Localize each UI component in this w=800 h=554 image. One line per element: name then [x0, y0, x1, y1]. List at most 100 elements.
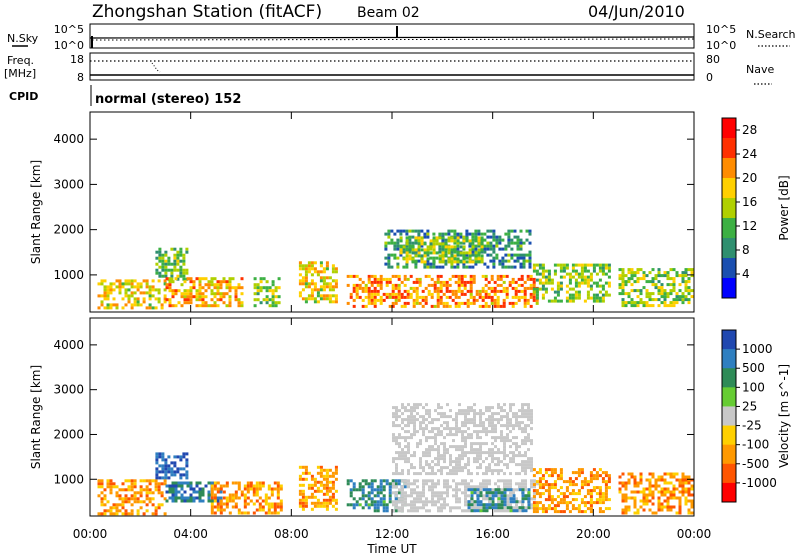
scatter-cell — [485, 406, 488, 410]
scatter-cell — [455, 469, 458, 473]
scatter-cell — [657, 292, 661, 296]
scatter-cell — [298, 267, 302, 271]
scatter-cell — [222, 502, 226, 506]
scatter-cell — [301, 483, 305, 487]
scatter-cell — [346, 274, 350, 278]
scatter-cell — [173, 455, 177, 459]
scatter-cell — [435, 265, 439, 269]
scatter-cell — [601, 471, 605, 475]
scatter-cell — [392, 415, 395, 419]
scatter-cell — [448, 304, 452, 308]
scatter-cell — [455, 427, 458, 431]
scatter-cell — [527, 497, 531, 501]
scatter-cell — [500, 436, 503, 440]
scatter-cell — [334, 489, 338, 493]
scatter-cell — [630, 277, 634, 281]
scatter-cell — [413, 503, 416, 507]
scatter-cell — [524, 415, 527, 419]
scatter-cell — [439, 283, 443, 287]
scatter-cell — [173, 265, 177, 269]
scatter-cell — [464, 436, 467, 440]
scatter-cell — [489, 247, 493, 251]
scatter-cell — [430, 292, 434, 296]
scatter-cell — [498, 238, 502, 242]
scatter-region — [165, 277, 244, 308]
scatter-cell — [401, 418, 404, 422]
scatter-cell — [446, 479, 449, 483]
scatter-cell — [687, 487, 691, 491]
scatter-cell — [469, 280, 473, 284]
y-axis-title: Slant Range [km] — [29, 160, 43, 264]
scatter-cell — [565, 486, 569, 490]
scatter-cell — [417, 242, 421, 246]
scatter-cell — [373, 494, 377, 498]
scatter-cell — [399, 248, 403, 252]
freq-label: Freq. — [7, 54, 34, 67]
scatter-cell — [396, 265, 400, 269]
scatter-cell — [189, 487, 193, 491]
scatter-cell — [388, 280, 392, 284]
scatter-cell — [328, 276, 332, 280]
scatter-cell — [408, 257, 412, 261]
scatter-cell — [621, 496, 625, 500]
scatter-cell — [514, 286, 518, 290]
scatter-cell — [492, 232, 496, 236]
scatter-cell — [524, 430, 527, 434]
scatter-cell — [488, 415, 491, 419]
scatter-cell — [133, 485, 137, 489]
scatter-cell — [497, 463, 500, 467]
scatter-cell — [468, 254, 472, 258]
scatter-cell — [681, 493, 685, 497]
scatter-cell — [527, 424, 530, 428]
scatter-cell — [654, 286, 658, 290]
scatter-cell — [669, 268, 673, 272]
scatter-cell — [222, 508, 226, 512]
scatter-cell — [428, 454, 431, 458]
scatter-cell — [158, 265, 162, 269]
scatter-cell — [397, 289, 401, 293]
scatter-cell — [445, 304, 449, 308]
scatter-cell — [228, 286, 232, 290]
scatter-cell — [379, 277, 383, 281]
scatter-cell — [361, 485, 365, 489]
scatter-cell — [440, 472, 443, 476]
scatter-cell — [503, 482, 506, 486]
scatter-cell — [182, 274, 186, 278]
scatter-cell — [422, 500, 425, 504]
scatter-cell — [174, 481, 178, 485]
x-tick-label: 04:00 — [173, 527, 208, 541]
scatter-cell — [304, 498, 308, 502]
scatter-cell — [151, 503, 155, 507]
scatter-cell — [477, 253, 481, 257]
scatter-cell — [437, 460, 440, 464]
scatter-cell — [453, 257, 457, 261]
scatter-cell — [642, 490, 646, 494]
scatter-cell — [401, 503, 404, 507]
scatter-cell — [225, 505, 229, 509]
scatter-cell — [675, 271, 679, 275]
scatter-cell — [157, 300, 161, 304]
scatter-cell — [213, 286, 217, 290]
scatter-cell — [373, 509, 377, 513]
scatter-cell — [130, 279, 134, 283]
scatter-cell — [660, 286, 664, 290]
scatter-cell — [171, 493, 175, 497]
scatter-cell — [358, 485, 362, 489]
scatter-cell — [176, 277, 180, 281]
scatter-cell — [271, 301, 275, 305]
scatter-cell — [370, 298, 374, 302]
scatter-cell — [460, 274, 464, 278]
scatter-cell — [256, 292, 260, 296]
scatter-cell — [328, 489, 332, 493]
scatter-cell — [301, 498, 305, 502]
scatter-cell — [310, 474, 314, 478]
scatter-cell — [630, 274, 634, 278]
scatter-cell — [367, 277, 371, 281]
scatter-cell — [678, 502, 682, 506]
scatter-cell — [407, 472, 410, 476]
scatter-cell — [201, 292, 205, 296]
scatter-cell — [559, 486, 563, 490]
scatter-cell — [394, 497, 398, 501]
scatter-cell — [476, 500, 480, 504]
scatter-cell — [477, 236, 481, 240]
